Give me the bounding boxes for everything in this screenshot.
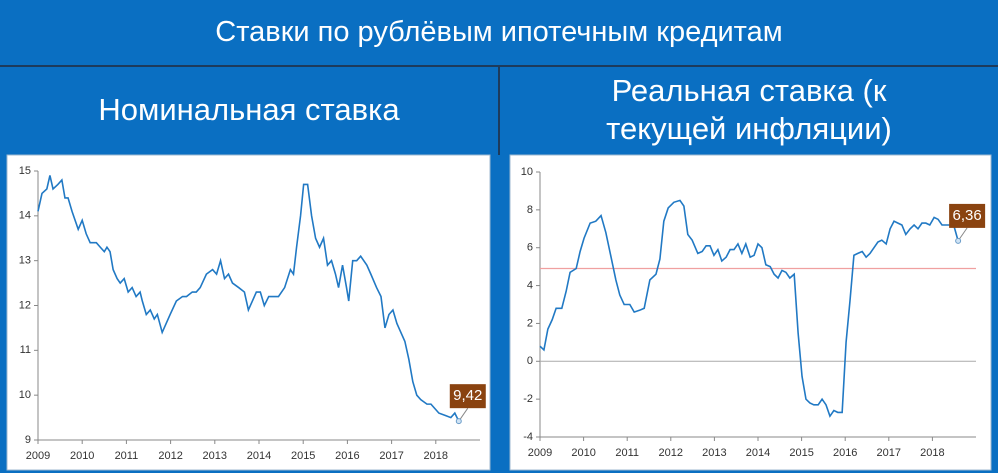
y-tick-label: 6: [527, 242, 533, 254]
y-tick-label: 10: [19, 389, 31, 401]
x-tick-label: 2011: [615, 447, 639, 459]
x-tick-label: 2015: [789, 447, 813, 459]
x-tick-label: 2014: [746, 447, 770, 459]
y-tick-label: 8: [527, 204, 533, 216]
divider: [498, 65, 500, 155]
value-label: 9,42: [453, 387, 482, 404]
x-tick-label: 2009: [26, 450, 50, 462]
x-tick-label: 2014: [247, 450, 271, 462]
x-tick-label: 2009: [528, 447, 552, 459]
y-tick-label: 0: [527, 355, 533, 367]
y-tick-label: 14: [19, 210, 31, 222]
x-tick-label: 2012: [659, 447, 683, 459]
x-tick-label: 2016: [335, 450, 359, 462]
y-tick-label: 2: [527, 317, 533, 329]
y-tick-label: -2: [523, 393, 533, 405]
x-tick-label: 2012: [158, 450, 182, 462]
chart-panel: [509, 154, 992, 471]
data-line: [539, 199, 959, 418]
x-tick-label: 2017: [877, 447, 901, 459]
last-point: [455, 418, 462, 425]
y-tick-label: 10: [521, 166, 533, 178]
data-line: [37, 175, 460, 422]
x-tick-label: 2017: [379, 450, 403, 462]
x-tick-label: 2011: [115, 450, 139, 462]
last-point: [955, 237, 962, 244]
chart-title: Номинальная ставка: [98, 91, 400, 127]
x-tick-label: 2015: [291, 450, 315, 462]
x-tick-label: 2018: [920, 447, 944, 459]
y-tick-label: 9: [25, 434, 31, 446]
y-tick-label: 11: [20, 344, 31, 356]
x-tick-label: 2010: [70, 450, 94, 462]
x-tick-label: 2013: [702, 447, 726, 459]
value-label-box: [949, 203, 986, 228]
x-tick-label: 2018: [424, 450, 448, 462]
y-tick-label: 13: [19, 255, 31, 267]
value-label: 6,36: [953, 207, 982, 224]
x-tick-label: 2016: [833, 447, 857, 459]
chart-panel: [6, 154, 491, 471]
chart-title: Реальная ставка (к текущей инфляции): [606, 72, 892, 146]
x-tick-label: 2013: [203, 450, 227, 462]
y-tick-label: 12: [19, 299, 31, 311]
y-tick-label: -4: [523, 431, 533, 443]
y-tick-label: 15: [19, 165, 31, 177]
x-tick-label: 2010: [571, 447, 595, 459]
y-tick-label: 4: [527, 279, 533, 291]
main-title: Ставки по рублёвым ипотечным кредитам: [215, 16, 783, 48]
value-label-box: [449, 384, 486, 409]
